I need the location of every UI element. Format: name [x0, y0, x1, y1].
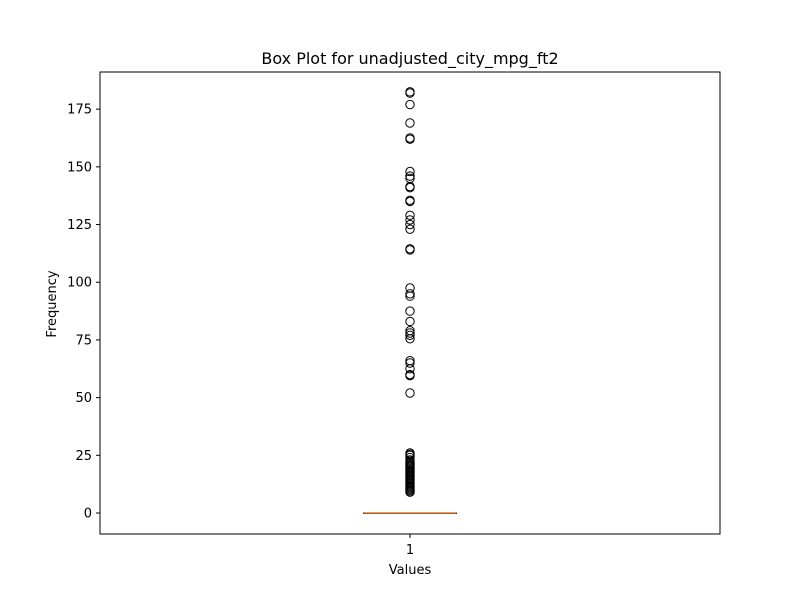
y-tick-label: 25 [75, 449, 92, 464]
y-tick-label: 100 [67, 276, 92, 291]
outlier-point [405, 210, 415, 221]
outlier-point [405, 355, 415, 366]
outlier-point [405, 283, 415, 293]
outlier-point [405, 171, 415, 181]
y-tick-label: 175 [67, 103, 92, 118]
outlier-point [405, 118, 415, 128]
outlier-point [405, 328, 415, 338]
outlier-point [405, 99, 415, 110]
outlier-point [405, 316, 415, 327]
y-tick-label: 150 [67, 160, 92, 175]
outlier-point [405, 306, 415, 316]
plot-area: 0 25 50 75 100 125 150 175 1 [67, 71, 721, 558]
outlier-point [405, 330, 415, 341]
outlier-point [405, 166, 415, 177]
outlier-point [405, 244, 415, 254]
outlier-point [405, 133, 415, 143]
outlier-point [405, 215, 415, 225]
y-tick-label: 75 [75, 333, 92, 348]
outlier-point [405, 289, 415, 299]
outlier-point [405, 325, 415, 336]
y-tick-label: 50 [75, 391, 92, 406]
outlier-point [405, 369, 415, 380]
y-axis-label: Frequency [45, 270, 60, 337]
y-tick-label: 125 [67, 218, 92, 233]
x-tick-label: 1 [406, 543, 414, 558]
outlier-point [405, 87, 415, 97]
outlier-point [405, 448, 415, 458]
outlier-point [405, 358, 415, 368]
outlier-point [405, 455, 415, 465]
y-tick-label: 0 [84, 507, 92, 522]
outlier-point [405, 452, 415, 463]
chart-title: Box Plot for unadjusted_city_mpg_ft2 [261, 49, 558, 69]
outlier-point [405, 224, 415, 234]
outlier-point [405, 173, 415, 184]
outlier-point [405, 195, 415, 206]
x-axis-label: Values [389, 563, 432, 578]
outlier-point [405, 219, 415, 230]
outlier-point [405, 388, 415, 398]
